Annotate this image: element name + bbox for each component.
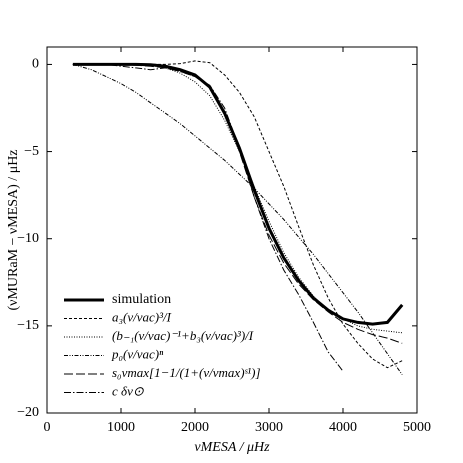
y-tick-label: −5 (24, 144, 39, 159)
legend-label: p₀(ν/νac)ⁿ (111, 346, 164, 361)
series-line (72, 63, 403, 344)
x-tick-label: 3000 (255, 420, 283, 435)
legend-label: c δν⊙ (112, 383, 144, 398)
legend-label: s₀νmax[1−1/(1+(ν/νmax)ˢ¹)] (112, 365, 261, 380)
y-axis-label: (νMURaM − νMESA) / μHz (6, 149, 21, 310)
plot-frame (46, 46, 418, 414)
legend-label: (b₋₁(ν/νac)⁻¹+b₃(ν/νac)³)/I (112, 328, 254, 343)
x-tick-label: 0 (44, 420, 51, 435)
y-tick-label: 0 (32, 57, 39, 72)
legend-label: a₃(ν/νac)³/I (112, 309, 172, 324)
series-line (72, 62, 404, 326)
x-tick-label: 1000 (107, 420, 135, 435)
x-tick-label: 5000 (403, 420, 431, 435)
y-tick-label: −20 (17, 405, 39, 420)
x-tick-label: 2000 (181, 420, 209, 435)
series-line (72, 63, 344, 372)
x-tick-label: 4000 (329, 420, 357, 435)
series-line (72, 63, 403, 375)
legend-label: simulation (112, 292, 171, 307)
series-line (72, 63, 403, 334)
x-axis-label: νMESA / μHz (194, 440, 270, 455)
y-tick-label: −10 (17, 231, 39, 246)
y-tick-label: −15 (17, 318, 39, 333)
